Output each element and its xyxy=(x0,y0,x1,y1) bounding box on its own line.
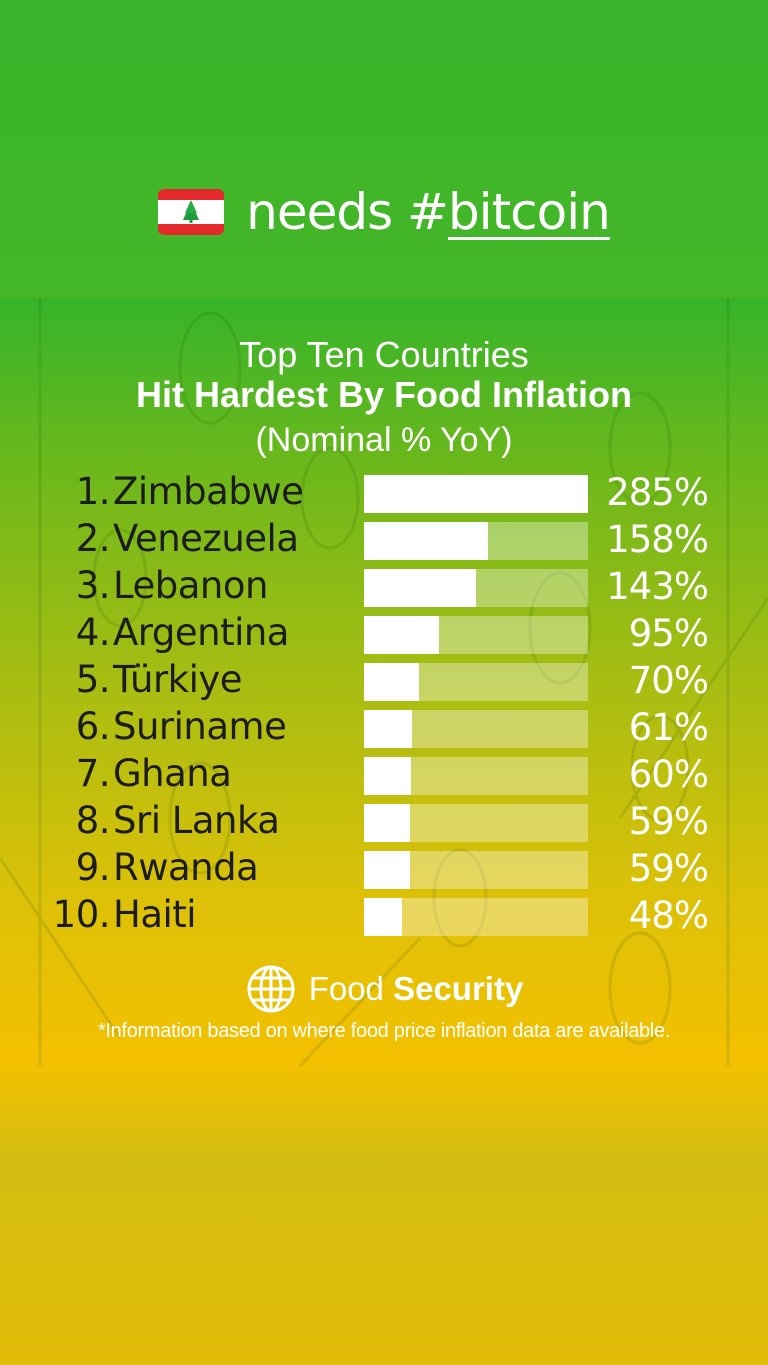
value-label: 70% xyxy=(628,659,709,702)
value-label: 59% xyxy=(628,847,709,890)
bar-track xyxy=(364,663,588,701)
header-title: needs #bitcoin xyxy=(246,183,611,241)
bar-track xyxy=(364,804,588,842)
bar xyxy=(364,569,476,607)
rank-label: 7. xyxy=(75,752,111,795)
value-label: 48% xyxy=(628,894,709,937)
bar xyxy=(364,710,412,748)
chart-row-3: 3.Lebanon 143% xyxy=(0,564,768,608)
country-name: Haiti xyxy=(113,893,197,936)
country-name: Argentina xyxy=(113,611,289,654)
value-label: 59% xyxy=(628,800,709,843)
chart-row-4: 4.Argentina 95% xyxy=(0,611,768,655)
country-label: 6.Suriname xyxy=(0,705,340,748)
chart-title-line-1: Top Ten Countries xyxy=(239,334,529,375)
country-name: Ghana xyxy=(113,752,232,795)
country-label: 1.Zimbabwe xyxy=(0,470,340,513)
country-label: 7.Ghana xyxy=(0,752,340,795)
value-label: 95% xyxy=(628,612,709,655)
rank-label: 1. xyxy=(75,470,111,513)
country-label: 8.Sri Lanka xyxy=(0,799,340,842)
chart-row-1: 1.Zimbabwe 285% xyxy=(0,470,768,514)
chart-row-6: 6.Suriname 61% xyxy=(0,705,768,749)
country-label: 2.Venezuela xyxy=(0,517,340,560)
bar-track xyxy=(364,616,588,654)
bar-track xyxy=(364,475,588,513)
bar xyxy=(364,898,402,936)
country-label: 3.Lebanon xyxy=(0,564,340,607)
chart-row-7: 7.Ghana 60% xyxy=(0,752,768,796)
country-name: Sri Lanka xyxy=(113,799,280,842)
country-label: 9.Rwanda xyxy=(0,846,340,889)
chart-row-9: 9.Rwanda 59% xyxy=(0,846,768,890)
header-prefix: needs # xyxy=(246,183,449,241)
country-name: Türkiye xyxy=(113,658,243,701)
globe-icon xyxy=(247,965,295,1013)
bar xyxy=(364,757,411,795)
bar xyxy=(364,804,410,842)
rank-label: 3. xyxy=(75,564,111,607)
country-name: Rwanda xyxy=(113,846,259,889)
country-name: Lebanon xyxy=(113,564,268,607)
bar xyxy=(364,522,488,560)
rank-label: 10. xyxy=(52,893,111,936)
chart-title-line-3: (Nominal % YoY) xyxy=(255,421,513,459)
logo-word-security: Security xyxy=(393,970,524,1007)
header-band xyxy=(0,0,768,298)
bar-track xyxy=(364,757,588,795)
chart-title-line-2: Hit Hardest By Food Inflation xyxy=(135,374,632,415)
country-label: 5.Türkiye xyxy=(0,658,340,701)
rank-label: 6. xyxy=(75,705,111,748)
bar xyxy=(364,851,410,889)
country-name: Zimbabwe xyxy=(113,470,304,513)
value-label: 143% xyxy=(606,565,709,608)
bar-track xyxy=(364,522,588,560)
bar-track xyxy=(364,710,588,748)
food-security-logo: Food Security xyxy=(0,962,768,1016)
country-label: 4.Argentina xyxy=(0,611,340,654)
rank-label: 5. xyxy=(75,658,111,701)
rank-label: 4. xyxy=(75,611,111,654)
footnote: *Information based on where food price i… xyxy=(97,1020,671,1042)
value-label: 158% xyxy=(606,518,709,561)
bar xyxy=(364,475,588,513)
country-name: Suriname xyxy=(113,705,287,748)
country-name: Venezuela xyxy=(113,517,299,560)
chart-row-5: 5.Türkiye 70% xyxy=(0,658,768,702)
rank-label: 9. xyxy=(75,846,111,889)
chart-row-2: 2.Venezuela 158% xyxy=(0,517,768,561)
chart-row-10: 10.Haiti 48% xyxy=(0,893,768,937)
rank-label: 2. xyxy=(75,517,111,560)
value-label: 285% xyxy=(606,471,709,514)
rank-label: 8. xyxy=(75,799,111,842)
bitcoin-hashtag-link[interactable]: bitcoin xyxy=(447,183,611,241)
header: needs #bitcoin xyxy=(0,172,768,252)
food-security-text: Food Security xyxy=(309,970,524,1008)
bar-track xyxy=(364,851,588,889)
bar-track xyxy=(364,569,588,607)
chart-row-8: 8.Sri Lanka 59% xyxy=(0,799,768,843)
logo-word-food: Food xyxy=(308,970,384,1007)
country-label: 10.Haiti xyxy=(0,893,340,936)
value-label: 60% xyxy=(628,753,709,796)
lebanon-flag-icon xyxy=(158,189,225,235)
bar xyxy=(364,663,419,701)
bar-track xyxy=(364,898,588,936)
food-pattern-background xyxy=(0,298,768,1066)
value-label: 61% xyxy=(628,706,709,749)
bar xyxy=(364,616,439,654)
